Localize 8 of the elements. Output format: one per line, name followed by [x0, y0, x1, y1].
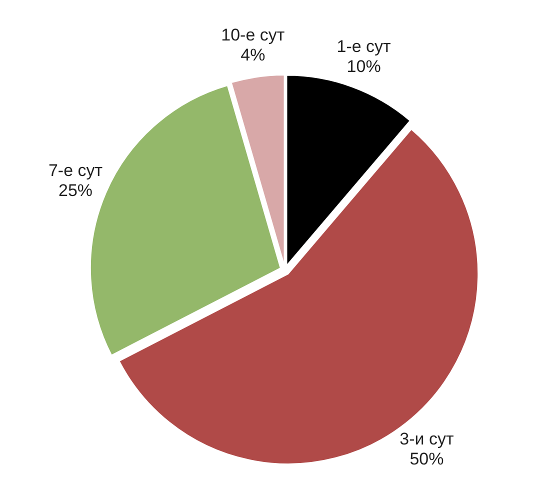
slice-label: 10-е сут [221, 25, 285, 44]
slice-label: 1-е сут [336, 37, 392, 56]
data-label: 4% [240, 45, 266, 64]
slice-label: 3-и сут [400, 430, 454, 449]
data-label: 50% [410, 450, 444, 469]
data-label: 25% [58, 180, 93, 200]
slice-label: 7-е сут [48, 160, 103, 180]
data-label: 10% [346, 57, 381, 76]
